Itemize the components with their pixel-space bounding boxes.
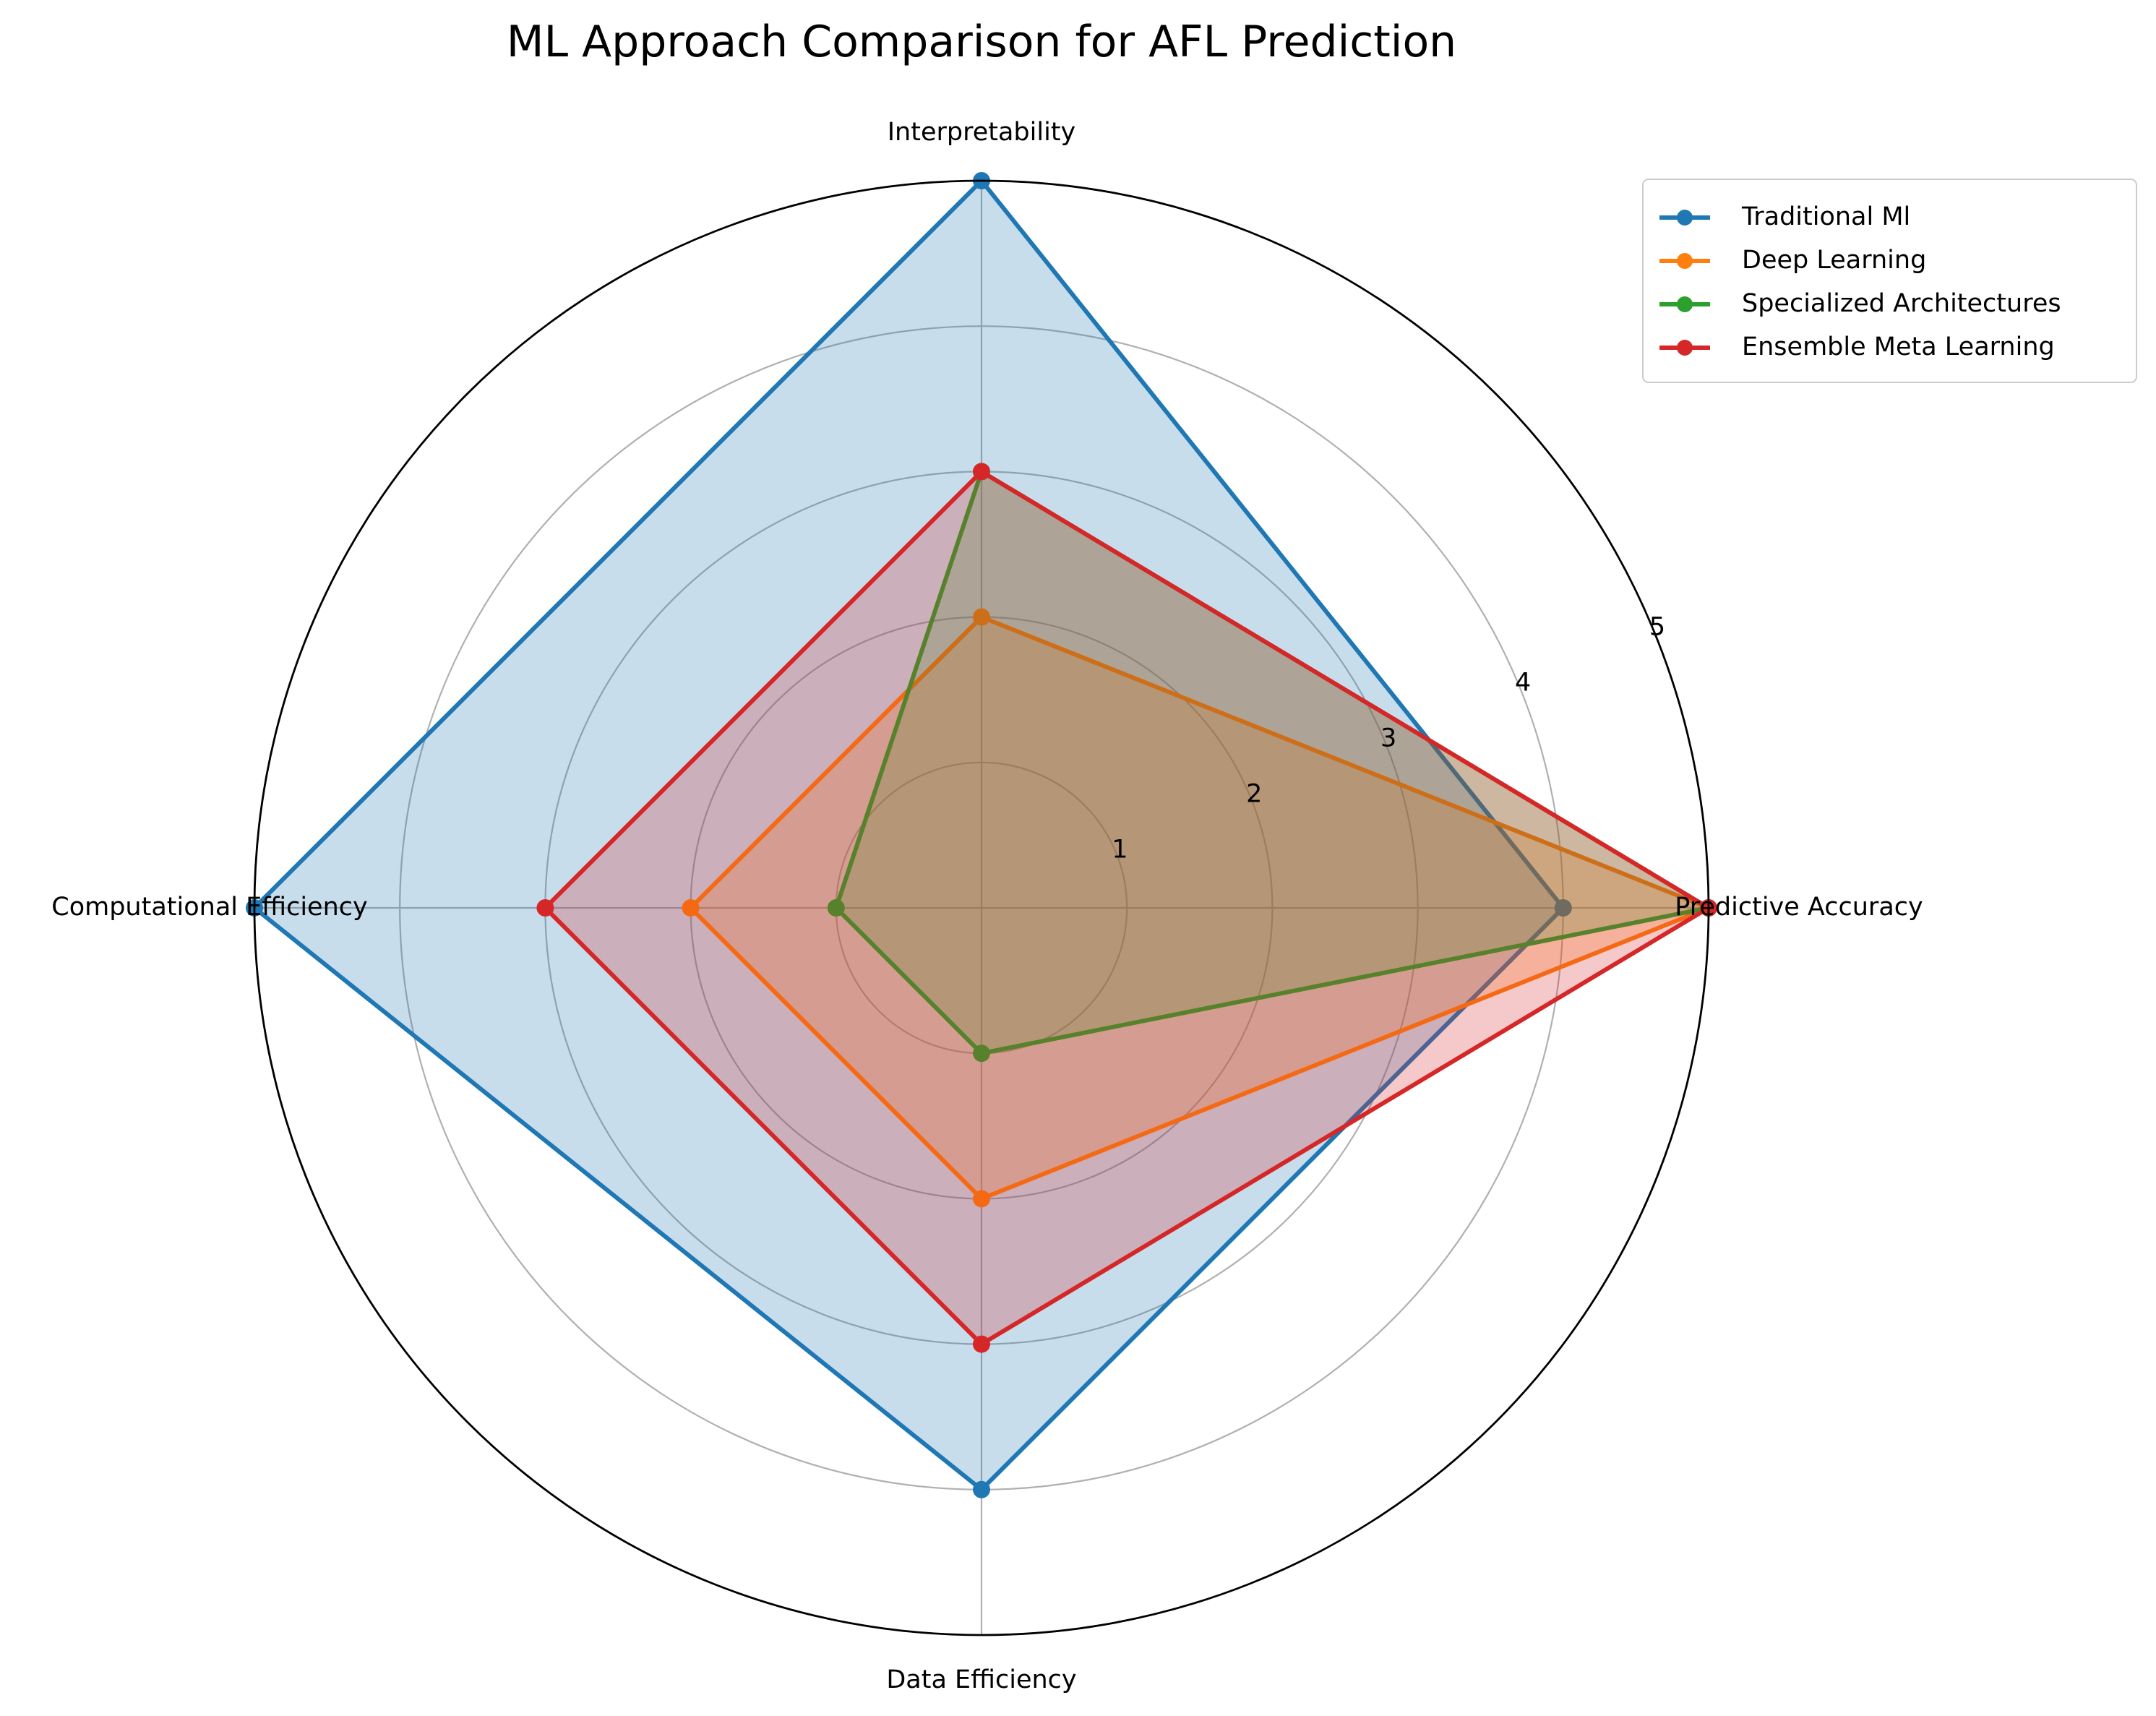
legend-marker: [1677, 296, 1693, 312]
legend: Traditional Ml Deep Learning Specialized…: [1642, 179, 2137, 383]
legend-label: Specialized Architectures: [1742, 289, 2061, 318]
axis-label-computational-efficiency: Computational Efficiency: [51, 893, 367, 922]
data-point: [973, 1480, 990, 1498]
axis-label-predictive-accuracy: Predictive Accuracy: [1675, 893, 1923, 922]
legend-label: Deep Learning: [1742, 246, 1926, 275]
data-point: [827, 899, 845, 917]
rtick-label-5: 5: [1649, 613, 1665, 642]
chart-title: ML Approach Comparison for AFL Predictio…: [507, 17, 1456, 67]
axis-label-data-efficiency: Data Efficiency: [886, 1665, 1076, 1694]
legend-item: Ensemble Meta Learning: [1659, 333, 2055, 361]
data-point: [682, 899, 700, 917]
rtick-label-2: 2: [1246, 780, 1262, 809]
series-area: [254, 181, 1563, 1490]
data-point: [973, 1335, 990, 1353]
series-layer: [246, 172, 1717, 1498]
legend-item: Traditional Ml: [1659, 202, 1910, 231]
data-point: [1554, 899, 1572, 917]
legend-marker: [1677, 253, 1693, 269]
outer-frame: [253, 179, 1710, 1636]
outer-ring: [253, 179, 1710, 1636]
legend-item: Deep Learning: [1659, 246, 1926, 275]
data-point: [973, 463, 990, 481]
axis-labels: Predictive Accuracy Interpretability Com…: [51, 118, 1923, 1694]
legend-item: Specialized Architectures: [1659, 289, 2061, 318]
data-point: [973, 1190, 990, 1208]
radial-tick-labels: 1 2 3 4 5: [1112, 613, 1665, 865]
series-area: [545, 471, 1709, 1344]
data-point: [536, 899, 554, 917]
series-area: [836, 471, 1709, 1054]
axis-label-interpretability: Interpretability: [888, 118, 1076, 147]
rtick-label-1: 1: [1112, 836, 1128, 865]
series-area: [690, 617, 1709, 1199]
legend-marker: [1677, 340, 1693, 356]
rtick-label-4: 4: [1515, 669, 1531, 698]
legend-label: Ensemble Meta Learning: [1742, 333, 2055, 361]
data-point: [973, 608, 990, 626]
legend-marker: [1677, 210, 1693, 226]
legend-label: Traditional Ml: [1741, 202, 1910, 231]
rtick-label-3: 3: [1380, 724, 1396, 753]
legend-box: [1642, 179, 2137, 383]
data-point: [973, 1044, 990, 1063]
